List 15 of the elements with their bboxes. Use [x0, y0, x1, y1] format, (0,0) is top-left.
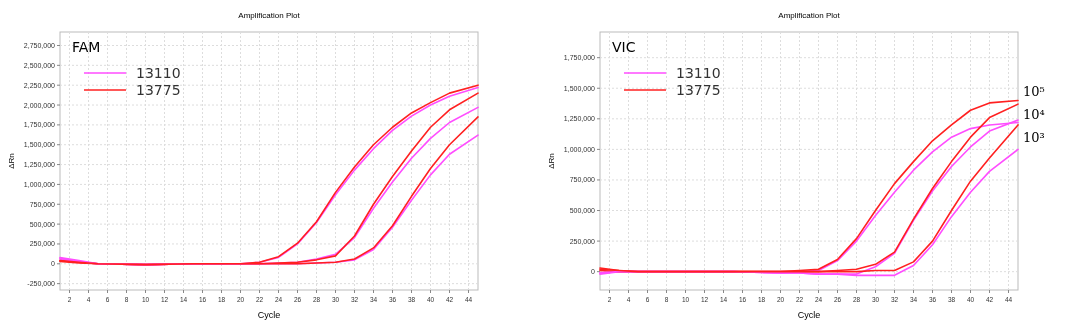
chart-title: Amplification Plot [238, 11, 301, 20]
legend-title: VIC [612, 39, 636, 55]
legend-title: FAM [72, 39, 101, 55]
x-axis-title: Cycle [797, 310, 821, 320]
text: 10⁵ [1023, 84, 1045, 99]
y-axis-title: ΔRn [7, 153, 16, 169]
y-axis-title: ΔRn [547, 153, 556, 169]
text: 10⁴ [1023, 107, 1045, 122]
legend-label: 13110 [676, 65, 721, 81]
chart-title: Amplification Plot [778, 11, 841, 20]
legend-label: 13775 [136, 82, 181, 98]
legend-label: 13775 [676, 82, 721, 98]
text: 10³ [1023, 130, 1045, 145]
legend-label: 13110 [136, 65, 181, 81]
x-axis-title: Cycle [257, 310, 281, 320]
